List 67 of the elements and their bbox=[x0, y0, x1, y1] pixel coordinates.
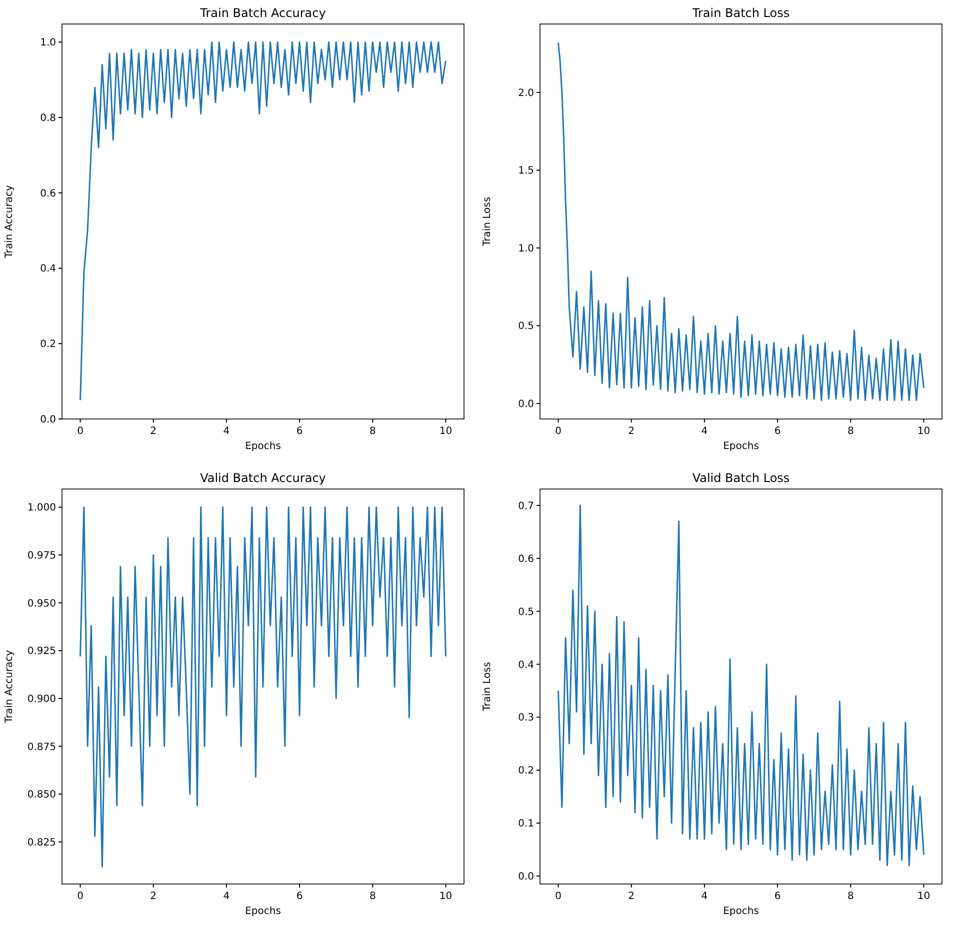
y-tick-label: 0.875 bbox=[27, 742, 56, 753]
x-axis-title: Epochs bbox=[723, 441, 759, 452]
x-tick-label: 4 bbox=[701, 426, 708, 437]
x-axis-title: Epochs bbox=[245, 441, 281, 452]
y-axis-title: Train Accuracy bbox=[4, 650, 15, 724]
y-axis-title: Train Loss bbox=[482, 196, 493, 248]
y-tick-label: 0.0 bbox=[518, 398, 534, 410]
y-tick-label: 0.2 bbox=[40, 339, 56, 350]
x-tick-label: 0 bbox=[555, 891, 562, 902]
y-tick-label: 0.0 bbox=[518, 872, 534, 883]
x-tick-label: 8 bbox=[847, 426, 854, 437]
y-tick-label: 0.4 bbox=[40, 264, 56, 275]
y-tick-label: 1.0 bbox=[518, 243, 534, 254]
y-tick-label: 0.3 bbox=[518, 712, 534, 724]
x-tick-label: 2 bbox=[628, 891, 635, 902]
y-tick-label: 0.925 bbox=[27, 646, 56, 658]
y-axis-title: Train Loss bbox=[482, 662, 493, 712]
y-tick-label: 0.950 bbox=[27, 598, 56, 610]
y-tick-label: 0.5 bbox=[518, 321, 534, 332]
y-tick-label: 0.0 bbox=[40, 414, 56, 426]
y-tick-label: 0.850 bbox=[27, 790, 56, 801]
line-series bbox=[558, 504, 924, 866]
x-tick-label: 0 bbox=[555, 426, 562, 437]
line-series bbox=[80, 41, 446, 401]
x-tick-label: 2 bbox=[628, 426, 635, 437]
x-tick-label: 0 bbox=[77, 891, 84, 902]
y-tick-label: 0.6 bbox=[518, 554, 534, 565]
x-tick-label: 10 bbox=[917, 426, 930, 437]
x-tick-label: 4 bbox=[223, 426, 230, 437]
x-tick-label: 10 bbox=[917, 891, 930, 902]
x-tick-label: 10 bbox=[439, 891, 452, 902]
x-tick-label: 2 bbox=[150, 426, 157, 437]
y-tick-label: 0.825 bbox=[27, 837, 56, 848]
y-tick-label: 0.8 bbox=[40, 112, 56, 124]
y-tick-label: 0.7 bbox=[518, 500, 534, 512]
chart-title: Valid Batch Loss bbox=[692, 471, 790, 485]
y-tick-label: 1.5 bbox=[518, 166, 534, 177]
x-tick-label: 8 bbox=[847, 891, 854, 902]
x-tick-label: 0 bbox=[77, 426, 84, 437]
x-tick-label: 2 bbox=[150, 891, 157, 902]
chart-title: Train Batch Loss bbox=[691, 6, 790, 20]
x-tick-label: 6 bbox=[296, 891, 303, 902]
line-series bbox=[80, 506, 446, 868]
y-tick-label: 0.6 bbox=[40, 188, 56, 200]
x-tick-label: 6 bbox=[774, 426, 781, 437]
y-tick-label: 0.5 bbox=[518, 606, 534, 618]
y-tick-label: 1.0 bbox=[40, 38, 56, 49]
y-tick-label: 0.2 bbox=[518, 766, 534, 777]
y-tick-label: 2.0 bbox=[518, 88, 534, 99]
y-tick-label: 1.000 bbox=[27, 502, 56, 514]
x-tick-label: 4 bbox=[223, 891, 230, 902]
x-tick-label: 8 bbox=[369, 426, 376, 437]
x-tick-label: 10 bbox=[439, 426, 452, 437]
x-tick-label: 8 bbox=[369, 891, 376, 902]
y-tick-label: 0.900 bbox=[27, 694, 56, 705]
y-tick-label: 0.4 bbox=[518, 660, 534, 671]
x-tick-label: 6 bbox=[774, 891, 781, 902]
line-series bbox=[558, 42, 924, 402]
x-axis-title: Epochs bbox=[723, 906, 759, 917]
y-tick-label: 0.975 bbox=[27, 550, 56, 562]
y-tick-label: 0.1 bbox=[518, 818, 534, 830]
x-axis-title: Epochs bbox=[245, 906, 281, 917]
chart-title: Train Batch Accuracy bbox=[199, 6, 326, 20]
x-tick-label: 6 bbox=[296, 426, 303, 437]
chart-title: Valid Batch Accuracy bbox=[200, 471, 326, 485]
x-tick-label: 4 bbox=[701, 891, 708, 902]
y-axis-title: Train Accuracy bbox=[4, 185, 15, 259]
